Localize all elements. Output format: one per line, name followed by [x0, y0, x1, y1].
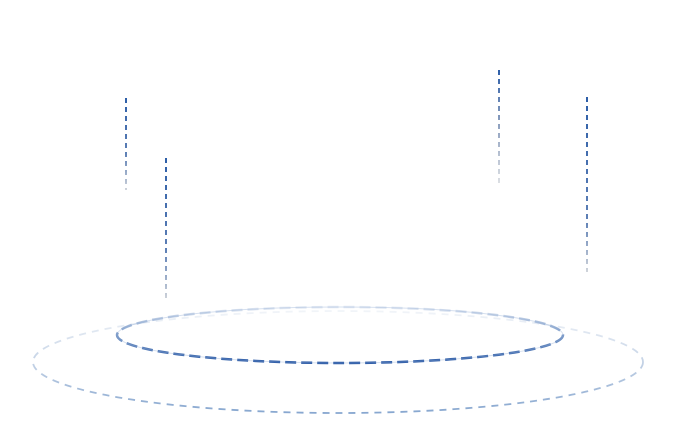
inner-ring-outline [116, 306, 564, 364]
inner-ring [115, 305, 565, 365]
outer-ring [32, 310, 644, 414]
